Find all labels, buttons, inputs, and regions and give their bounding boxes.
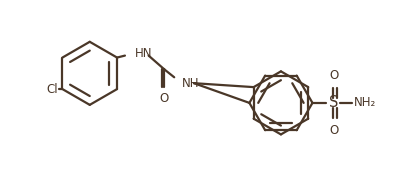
Text: NH: NH [182,77,200,90]
Text: Cl: Cl [47,83,59,96]
Text: O: O [329,124,339,137]
Text: O: O [160,92,169,105]
Text: NH₂: NH₂ [354,96,376,109]
Text: HN: HN [135,47,152,60]
Text: S: S [329,95,339,110]
Text: O: O [329,69,339,82]
